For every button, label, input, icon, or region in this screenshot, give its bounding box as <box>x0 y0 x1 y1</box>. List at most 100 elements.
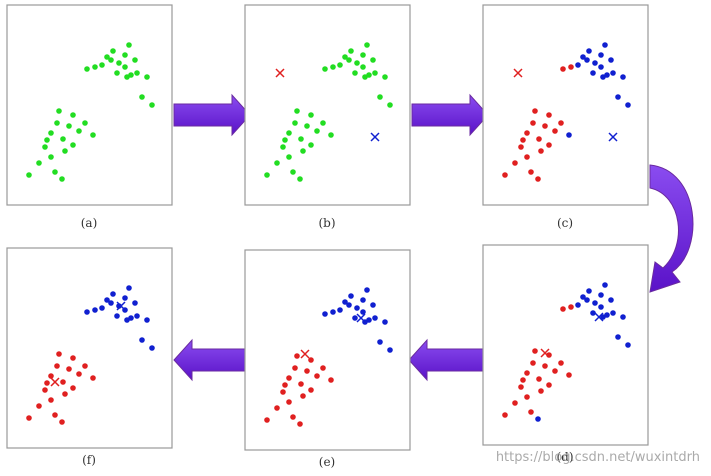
point <box>382 319 388 325</box>
point <box>66 366 72 372</box>
point <box>610 310 616 316</box>
point <box>122 52 128 58</box>
panel: (a) <box>6 4 173 230</box>
point <box>294 353 300 359</box>
point <box>44 380 50 386</box>
point <box>546 112 552 118</box>
watermark: https://blog.csdn.net/wuxintdrh <box>496 450 700 465</box>
point <box>132 300 138 306</box>
point <box>615 94 621 100</box>
point <box>346 57 352 63</box>
point <box>320 365 326 371</box>
point <box>122 295 128 301</box>
point <box>337 62 343 68</box>
point <box>292 120 298 126</box>
point <box>532 108 538 114</box>
point <box>560 306 566 312</box>
centroid <box>300 349 310 359</box>
point <box>264 172 270 178</box>
panel-frame <box>482 244 649 446</box>
point <box>586 48 592 54</box>
point <box>274 405 280 411</box>
point <box>26 172 32 178</box>
point <box>580 294 586 300</box>
point <box>610 70 616 76</box>
point <box>502 172 508 178</box>
point <box>82 363 88 369</box>
point <box>70 112 76 118</box>
point <box>520 137 526 143</box>
point <box>134 70 140 76</box>
point <box>320 120 326 126</box>
point <box>52 169 58 175</box>
point <box>590 310 596 316</box>
point <box>538 148 544 154</box>
point <box>48 373 54 379</box>
point <box>314 373 320 379</box>
point <box>108 300 114 306</box>
point <box>66 123 72 129</box>
point <box>512 160 518 166</box>
point <box>592 60 598 66</box>
point <box>298 381 304 387</box>
point <box>528 169 534 175</box>
point <box>128 315 134 321</box>
point <box>620 314 626 320</box>
point <box>48 154 54 160</box>
point <box>602 42 608 48</box>
panel-label: (c) <box>557 216 573 230</box>
point <box>280 389 286 395</box>
point <box>290 169 296 175</box>
point <box>346 302 352 308</box>
arrow <box>411 93 489 137</box>
point <box>56 108 62 114</box>
panel-frame <box>244 4 411 206</box>
point <box>360 64 366 70</box>
point <box>149 102 155 108</box>
point <box>139 94 145 100</box>
point <box>132 57 138 63</box>
panel-label: (b) <box>318 216 335 230</box>
point <box>366 72 372 78</box>
panel-label: (f) <box>82 453 96 467</box>
arrow <box>173 93 251 137</box>
point <box>580 54 586 60</box>
centroid <box>50 377 60 387</box>
point <box>604 312 610 318</box>
point <box>60 136 66 142</box>
centroid <box>594 312 604 322</box>
point <box>90 375 96 381</box>
centroid <box>513 68 523 78</box>
point <box>558 120 564 126</box>
point <box>370 57 376 63</box>
point <box>575 62 581 68</box>
point <box>568 304 574 310</box>
point <box>502 412 508 418</box>
arrow <box>408 338 486 382</box>
point <box>328 377 334 383</box>
point <box>48 397 54 403</box>
point <box>134 313 140 319</box>
point <box>592 300 598 306</box>
point <box>364 287 370 293</box>
panel: (d) <box>482 244 649 464</box>
point <box>330 309 336 315</box>
point <box>62 391 68 397</box>
point <box>60 379 66 385</box>
point <box>584 297 590 303</box>
panel-frame <box>244 249 411 451</box>
point <box>300 393 306 399</box>
centroid <box>540 348 550 358</box>
point <box>566 372 572 378</box>
point <box>542 363 548 369</box>
centroid <box>116 301 126 311</box>
point <box>144 74 150 80</box>
point <box>92 64 98 70</box>
point <box>110 291 116 297</box>
point <box>149 345 155 351</box>
panel-label: (e) <box>319 455 335 469</box>
point <box>625 342 631 348</box>
point <box>110 48 116 54</box>
point <box>128 72 134 78</box>
point <box>126 285 132 291</box>
